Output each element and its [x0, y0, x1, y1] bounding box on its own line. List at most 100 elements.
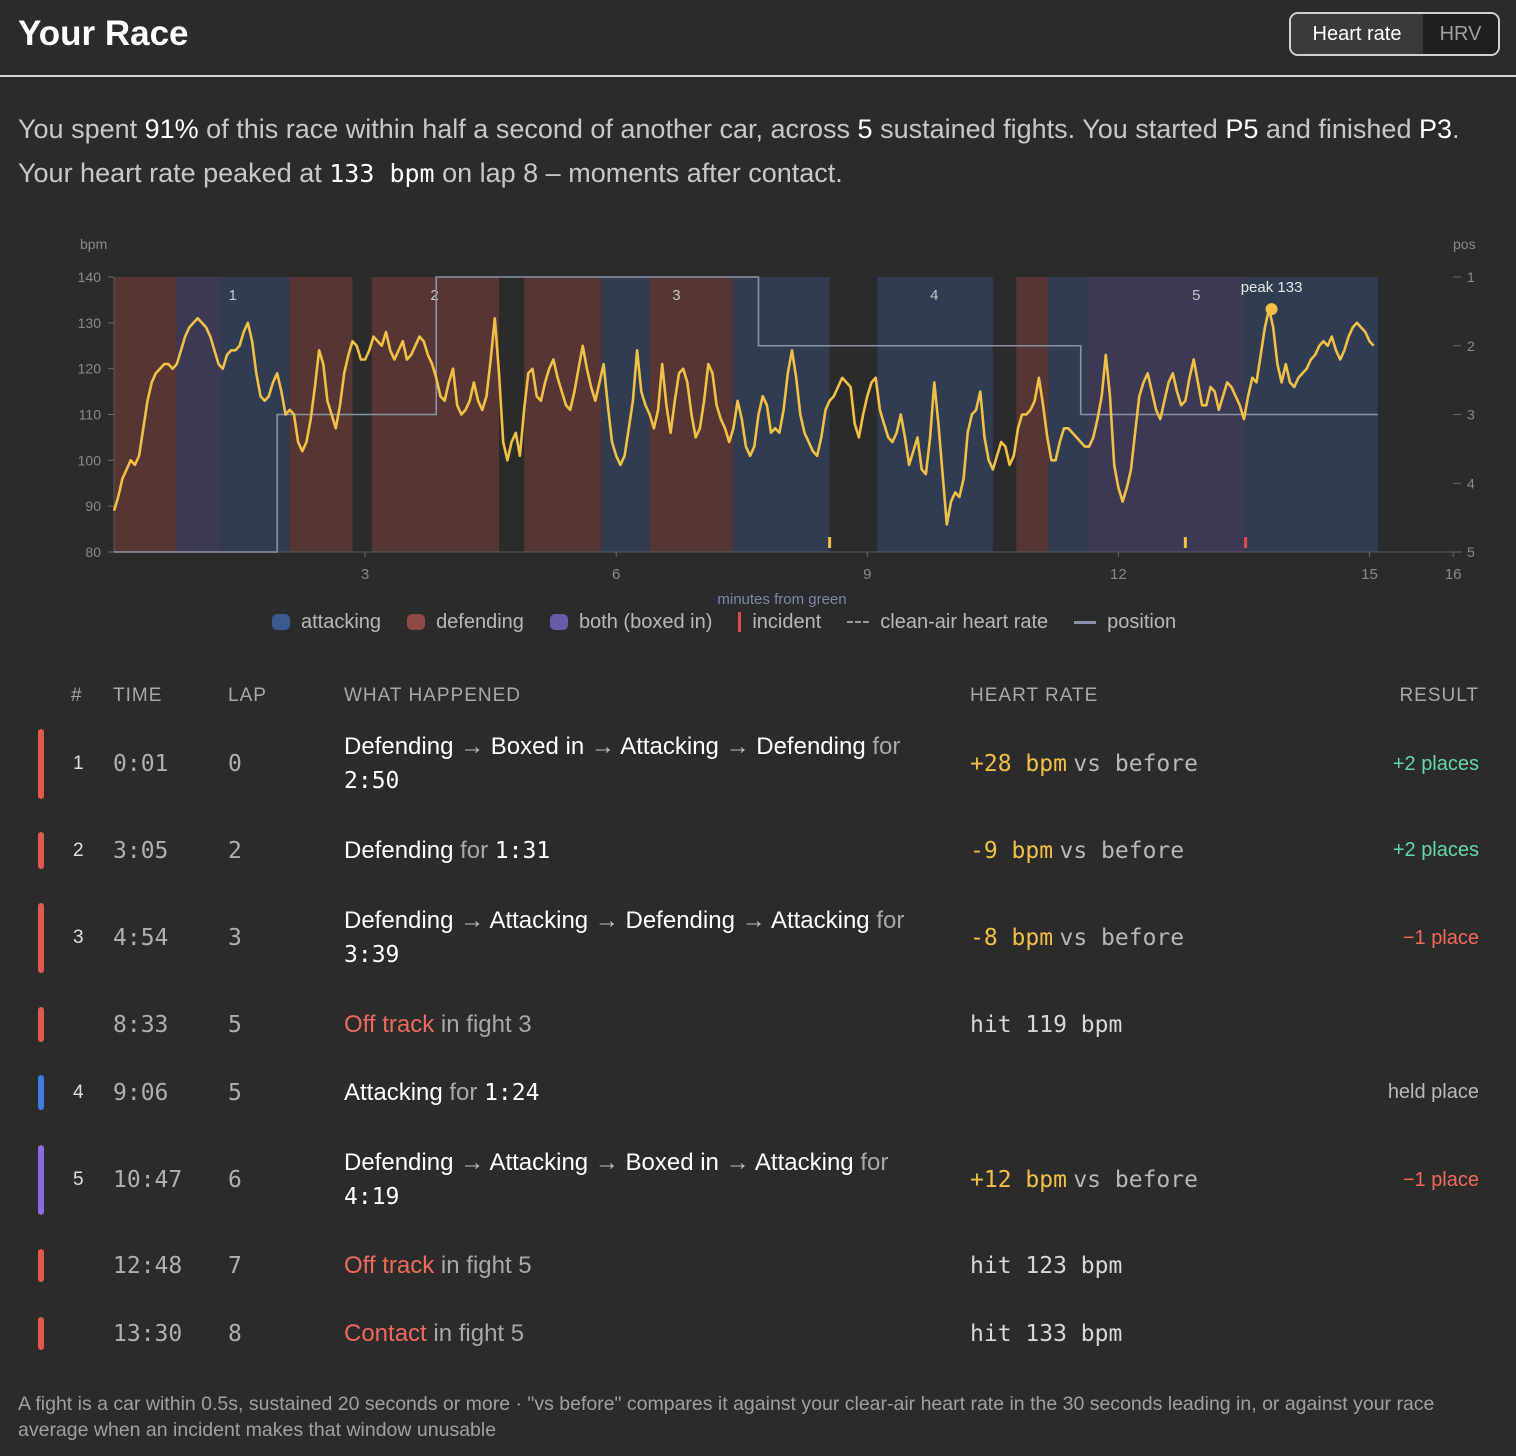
row-what-happened: Contact in fight 5	[344, 1317, 944, 1350]
table-row[interactable]: 8:33 5 Off track in fight 3 hit 119 bpm	[0, 1007, 1516, 1042]
arrow-right-icon: →	[460, 1149, 485, 1176]
legend-label: clean-air heart rate	[880, 610, 1049, 633]
row-color-bar	[38, 729, 44, 799]
fight-phase: Boxed in	[490, 733, 585, 760]
summary-text: and finished	[1258, 114, 1419, 144]
row-heart-rate: -9 bpm vs before	[970, 832, 1184, 869]
row-lap: 8	[228, 1320, 242, 1347]
row-lap-cell: 8	[228, 1317, 242, 1350]
table-row[interactable]: 13:30 8 Contact in fight 5 hit 133 bpm	[0, 1317, 1516, 1350]
hr-delta: -9 bpm	[970, 837, 1054, 864]
table-row[interactable]: 3 4:54 3 Defending → Attacking → Defending …	[0, 903, 1516, 973]
table-row[interactable]: 4 9:06 5 Attacking for 1:24 held place	[0, 1075, 1516, 1110]
y-tick-label: 80	[85, 544, 101, 560]
row-lap-cell: 2	[228, 832, 242, 869]
row-color-bar	[38, 1317, 44, 1350]
peak-marker	[1265, 303, 1278, 316]
x-tick-label: 15	[1361, 566, 1378, 583]
fight-duration: 4:19	[344, 1184, 400, 1210]
row-lap-cell: 7	[228, 1249, 242, 1282]
row-number-cell: 5	[73, 1145, 84, 1215]
for-text: for	[872, 733, 901, 760]
row-lap-cell: 5	[228, 1075, 242, 1110]
table-row[interactable]: 12:48 7 Off track in fight 5 hit 123 bpm	[0, 1249, 1516, 1282]
row-number: 4	[73, 1081, 84, 1103]
y-tick-label: 140	[78, 269, 102, 285]
y-tick-label: 90	[85, 498, 101, 514]
summary-text: of this race within half a second of ano…	[198, 114, 858, 144]
toggle-heart-rate-button[interactable]: Heart rate	[1291, 14, 1423, 54]
summary-close-percent: 91%	[144, 114, 199, 144]
fight-phase: Attacking	[754, 1149, 854, 1176]
chart-legend: attacking defending both (boxed in) inci…	[272, 609, 1202, 635]
incident-fight-ref: in fight 5	[433, 1319, 525, 1347]
arrow-right-icon: →	[460, 907, 485, 934]
row-color-bar	[38, 1145, 44, 1215]
summary-text: on lap 8 – moments after contact.	[434, 158, 843, 188]
fight-phase: Attacking	[489, 907, 589, 934]
y2-axis-label: pos	[1453, 236, 1476, 252]
summary-peak-hr: 133 bpm	[329, 159, 435, 188]
table-row[interactable]: 2 3:05 2 Defending for 1:31 -9 bpm vs before…	[0, 832, 1516, 869]
table-row[interactable]: 5 10:47 6 Defending → Attacking → Boxed in …	[0, 1145, 1516, 1215]
summary-start-position: P5	[1225, 114, 1259, 144]
result-text: +2 places	[1392, 752, 1479, 775]
dashed-line-icon	[847, 621, 870, 623]
y-tick-label: 120	[78, 361, 102, 377]
footnote: A fight is a car within 0.5s, sustained …	[18, 1393, 1435, 1441]
fight-number-label: 2	[430, 287, 438, 304]
row-what-happened: Defending → Boxed in → Attacking → Defen…	[344, 729, 944, 799]
fight-phase: Defending	[344, 836, 454, 864]
y-tick-label: 100	[78, 452, 102, 468]
arrow-right-icon: →	[594, 1149, 619, 1176]
row-heart-rate: hit 133 bpm	[970, 1317, 1122, 1350]
y2-tick-label: 1	[1467, 269, 1475, 285]
row-time: 12:48	[113, 1252, 183, 1279]
hr-delta: -8 bpm	[970, 925, 1054, 951]
incident-type: Contact	[344, 1319, 427, 1347]
legend-label: incident	[752, 610, 822, 633]
fight-number-label: 1	[229, 287, 237, 304]
x-tick-label: 16	[1445, 566, 1462, 583]
incident-marker	[1183, 537, 1187, 548]
hr-delta: +12 bpm	[970, 1167, 1067, 1193]
heart-rate-line	[112, 307, 1375, 526]
summary-text: . Your heart rate peaked at	[18, 114, 1460, 188]
row-number: 3	[73, 927, 84, 948]
fight-phase: Attacking	[344, 1078, 443, 1106]
arrow-right-icon: →	[741, 907, 766, 934]
hr-vs-before: vs before	[1073, 1167, 1198, 1193]
fight-phase: Attacking	[620, 733, 719, 760]
x-tick-label: 6	[612, 566, 620, 583]
position-line-icon	[1074, 620, 1097, 624]
legend-attacking: attacking	[272, 611, 381, 634]
row-lap-cell: 6	[228, 1145, 242, 1215]
fight-phase: Attacking	[489, 1149, 589, 1176]
fight-phase: Attacking	[770, 907, 870, 934]
metric-toggle: Heart rate HRV	[1289, 12, 1500, 56]
fight-duration: 2:50	[344, 768, 400, 794]
row-lap-cell: 3	[228, 903, 242, 973]
row-color-bar	[38, 1249, 44, 1282]
for-text: for	[876, 907, 905, 934]
row-time-cell: 9:06	[113, 1075, 168, 1110]
incident-marker	[828, 537, 832, 548]
table-row[interactable]: 1 0:01 0 Defending → Boxed in → Attacking →…	[0, 729, 1516, 799]
hr-vs-before: vs before	[1073, 751, 1198, 777]
legend-position: position	[1074, 611, 1176, 634]
fight-number-label: 4	[930, 287, 938, 304]
arrow-right-icon: →	[725, 1149, 750, 1176]
fight-segment-attacking	[877, 277, 993, 552]
row-heart-rate: +12 bpm vs before	[970, 1145, 1198, 1215]
both-swatch-icon	[549, 614, 568, 630]
column-header-result: RESULT	[1399, 685, 1479, 706]
toggle-hrv-button[interactable]: HRV	[1423, 14, 1498, 54]
incident-fight-ref: in fight 3	[440, 1010, 532, 1038]
row-time-cell: 13:30	[113, 1317, 182, 1350]
summary-text: You spent	[18, 114, 145, 144]
row-time: 13:30	[113, 1320, 183, 1347]
row-time-cell: 10:47	[113, 1145, 182, 1215]
hr-hit: hit 123 bpm	[970, 1252, 1123, 1279]
row-number-cell: 4	[73, 1075, 84, 1110]
